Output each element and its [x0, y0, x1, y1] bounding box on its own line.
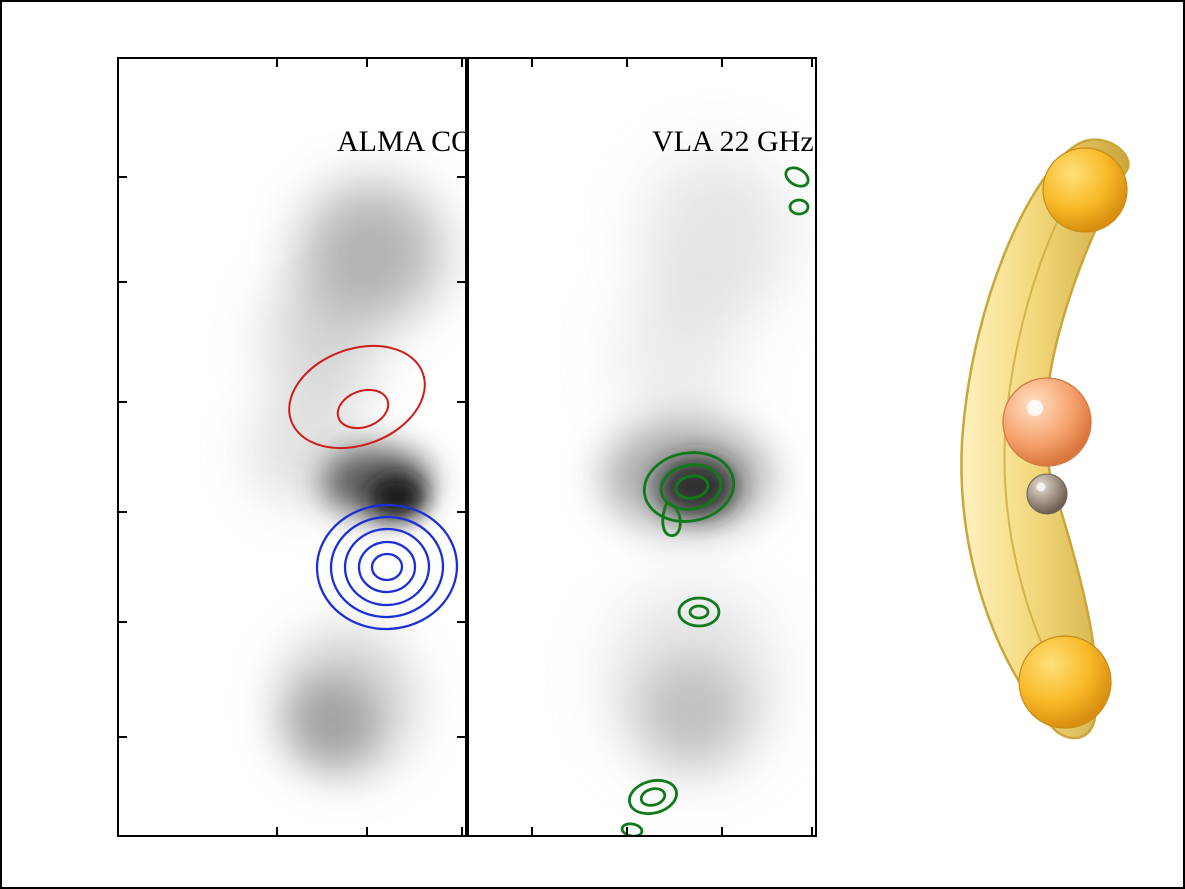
panel-right-ticks — [467, 57, 817, 837]
panel-vla-22ghz: VLA 22 GHz — [467, 57, 817, 837]
panel-alma-co: ALMA CO — [117, 57, 467, 837]
figure-outer-frame: ALMA CO VLA 22 GHz — [0, 0, 1185, 889]
galaxy-schematic-svg — [877, 122, 1167, 762]
galaxy-schematic-illustration — [877, 122, 1167, 762]
panel-left-ticks — [117, 57, 467, 837]
